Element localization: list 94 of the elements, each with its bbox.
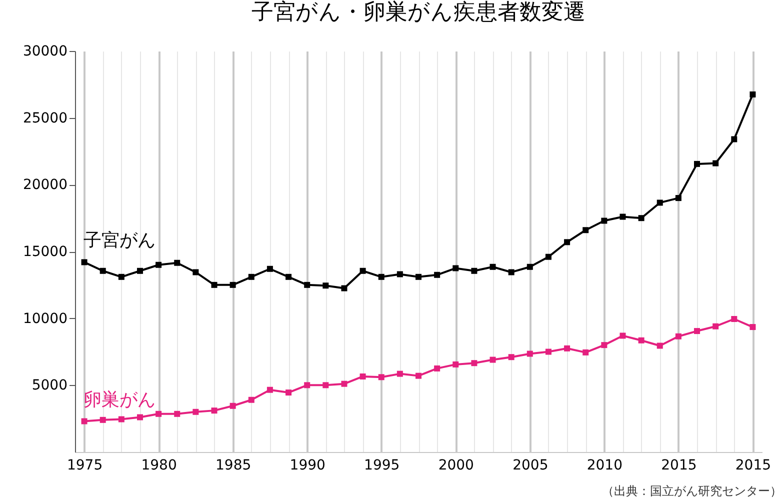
- point: [304, 282, 310, 288]
- point: [136, 268, 143, 274]
- x-tick-label: 2015: [735, 458, 772, 474]
- point: [341, 285, 348, 292]
- point: [712, 323, 719, 330]
- point: [434, 365, 440, 372]
- point: [694, 328, 700, 334]
- point: [118, 274, 124, 280]
- point: [211, 408, 218, 414]
- point: [192, 408, 199, 415]
- point: [452, 361, 459, 368]
- point: [545, 348, 552, 355]
- point: [286, 390, 292, 396]
- point: [452, 265, 459, 272]
- point: [118, 416, 124, 422]
- point: [156, 262, 162, 268]
- x-tick-label: 1990: [290, 458, 326, 474]
- x-tick-label: 2010: [586, 458, 622, 474]
- point: [248, 396, 254, 403]
- point: [286, 274, 292, 280]
- point: [136, 414, 143, 420]
- point: [601, 342, 608, 348]
- point: [230, 402, 236, 409]
- point: [100, 268, 106, 274]
- point: [545, 254, 552, 260]
- point: [564, 239, 570, 246]
- x-tick-label: 2000: [438, 458, 474, 474]
- point: [582, 349, 589, 356]
- point: [360, 268, 366, 274]
- point: [564, 345, 570, 352]
- point: [211, 282, 218, 288]
- x-tick-label: 1980: [141, 458, 177, 474]
- x-tick-label: 1985: [216, 458, 252, 474]
- series-label: 卵巣がん: [83, 389, 156, 410]
- x-tick-label: 1975: [66, 458, 103, 474]
- point: [174, 410, 180, 417]
- point: [526, 264, 533, 270]
- x-tick-label: 2005: [512, 458, 548, 474]
- point: [750, 324, 756, 330]
- point: [750, 91, 756, 98]
- series-label: 子宮がん: [83, 230, 156, 252]
- point: [156, 410, 162, 417]
- point: [434, 272, 440, 278]
- point: [490, 356, 496, 363]
- point: [471, 268, 478, 274]
- point: [526, 350, 533, 357]
- point: [601, 218, 608, 224]
- point: [396, 370, 403, 377]
- point: [712, 160, 719, 166]
- y-tick-label: 10000: [22, 310, 68, 327]
- point: [675, 333, 682, 340]
- point: [341, 380, 348, 387]
- point: [620, 214, 626, 220]
- point: [731, 316, 738, 322]
- point: [174, 260, 180, 266]
- point: [322, 282, 329, 289]
- point: [675, 195, 682, 202]
- point: [416, 274, 422, 280]
- y-tick-label: 5000: [32, 378, 68, 394]
- point: [471, 360, 478, 366]
- point: [638, 215, 644, 222]
- point: [656, 200, 663, 206]
- point: [416, 372, 422, 379]
- point: [731, 136, 738, 142]
- y-tick-label: 15000: [22, 244, 68, 260]
- point: [490, 264, 496, 270]
- point: [396, 271, 403, 278]
- point: [638, 337, 644, 344]
- point: [508, 269, 514, 276]
- point: [266, 266, 273, 272]
- point: [192, 269, 199, 276]
- point: [582, 227, 589, 234]
- point: [100, 416, 106, 423]
- chart-title: 子宮がん・卵巣がん疾患者数変遷: [252, 0, 586, 25]
- point: [620, 332, 626, 339]
- point: [378, 374, 384, 380]
- y-tick-label: 20000: [22, 177, 68, 194]
- point: [304, 382, 310, 388]
- point: [508, 354, 514, 360]
- point: [656, 342, 663, 349]
- y-tick-label: 30000: [22, 44, 68, 60]
- point: [266, 386, 273, 393]
- point: [360, 373, 366, 380]
- point: [322, 382, 329, 388]
- point: [248, 274, 254, 280]
- y-tick-label: 25000: [22, 110, 68, 126]
- point: [81, 259, 88, 266]
- x-tick-label: 2015: [661, 458, 697, 474]
- point: [694, 160, 700, 167]
- x-tick-label: 1995: [364, 458, 400, 474]
- text: （出典：国立がん研究センター）: [602, 484, 782, 498]
- point: [81, 418, 88, 424]
- point: [230, 282, 236, 288]
- point: [378, 274, 384, 280]
